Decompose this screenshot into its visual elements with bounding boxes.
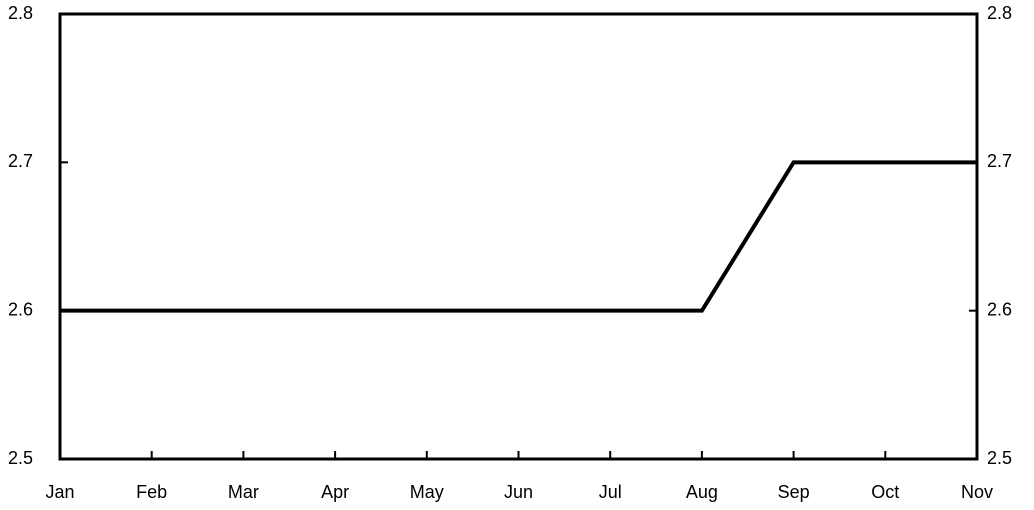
x-tick-label: May [410, 482, 444, 502]
x-tick-label: Nov [961, 482, 993, 502]
x-tick-label: Apr [321, 482, 349, 502]
x-tick-label: Jul [599, 482, 622, 502]
y-tick-label: 2.7 [8, 151, 33, 171]
x-tick-label: Sep [778, 482, 810, 502]
plot-frame [58, 12, 979, 461]
x-tick-label: Feb [136, 482, 167, 502]
x-tick-label: Mar [228, 482, 259, 502]
y-tick-label: 2.6 [8, 299, 33, 319]
x-tick-label: Oct [871, 482, 899, 502]
line-series [60, 160, 977, 313]
y2-tick-label: 2.8 [987, 3, 1012, 23]
y2-tick-label: 2.7 [987, 151, 1012, 171]
x-tick-label: Aug [686, 482, 718, 502]
y-tick-label: 2.8 [8, 3, 33, 23]
y2-tick-label: 2.5 [987, 448, 1012, 468]
y-tick-label: 2.5 [8, 448, 33, 468]
y2-tick-label: 2.6 [987, 299, 1012, 319]
x-tick-label: Jun [504, 482, 533, 502]
x-tick-label: Jan [45, 482, 74, 502]
